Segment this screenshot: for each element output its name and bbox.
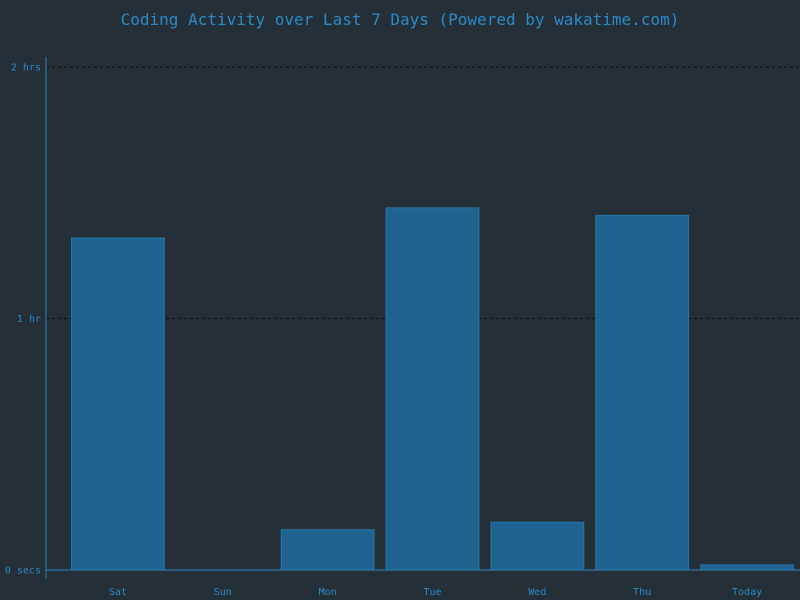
axes [45, 57, 800, 579]
x-tick-label: Today [732, 587, 762, 598]
chart-title: Coding Activity over Last 7 Days (Powere… [120, 10, 680, 29]
y-tick-label: 2 hrs [11, 63, 41, 74]
x-tick-label: Thu [633, 587, 651, 598]
y-tick-label: 1 hr [17, 314, 41, 325]
bar-tue [385, 207, 480, 571]
y-tick-label: 0 secs [5, 566, 41, 577]
x-tick-label: Tue [423, 587, 441, 598]
x-tick-label: Sun [214, 587, 232, 598]
x-tick-label: Sat [109, 587, 127, 598]
x-tick-labels: Sat Sun Mon Tue Wed Thu Today [109, 587, 762, 598]
x-tick-label: Wed [528, 587, 546, 598]
bar-mon [280, 529, 375, 571]
y-tick-labels: 0 secs 1 hr 2 hrs [5, 63, 41, 577]
bar-thu [595, 214, 690, 571]
bars [71, 207, 794, 571]
bar-wed [490, 521, 585, 571]
bar-sat [71, 237, 165, 571]
bar-today [700, 564, 794, 571]
x-tick-label: Mon [319, 587, 337, 598]
